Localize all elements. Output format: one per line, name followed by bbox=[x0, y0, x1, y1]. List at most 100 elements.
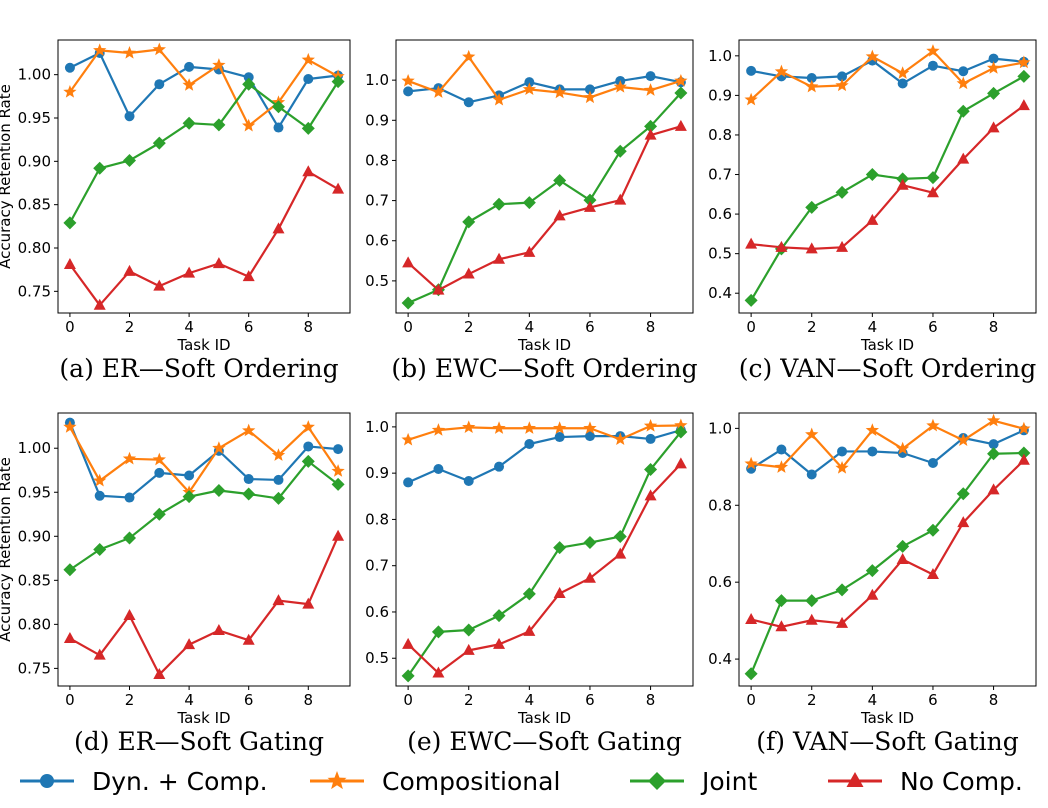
data-point bbox=[776, 444, 787, 455]
data-point bbox=[492, 421, 506, 434]
y-tick-label: 1.0 bbox=[708, 47, 732, 65]
data-point bbox=[272, 594, 285, 606]
data-point bbox=[927, 457, 938, 468]
x-axis-label: Task ID bbox=[176, 336, 230, 354]
axes-frame bbox=[57, 412, 351, 687]
y-tick-label: 1.0 bbox=[365, 71, 389, 89]
data-point bbox=[926, 418, 940, 432]
data-point bbox=[331, 75, 345, 89]
data-point bbox=[93, 43, 107, 57]
series-line bbox=[750, 451, 1024, 675]
y-tick-label: 0.90 bbox=[18, 527, 51, 545]
data-point bbox=[584, 431, 595, 442]
data-point bbox=[493, 637, 506, 649]
series-line bbox=[407, 125, 682, 292]
data-point bbox=[432, 666, 445, 678]
data-point bbox=[63, 631, 76, 643]
data-point bbox=[553, 85, 567, 99]
data-point bbox=[462, 420, 476, 434]
data-point bbox=[926, 567, 939, 579]
data-point bbox=[744, 293, 758, 307]
y-tick-label: 1.0 bbox=[365, 418, 389, 436]
data-point bbox=[613, 144, 627, 158]
data-point bbox=[926, 186, 939, 198]
data-point bbox=[522, 196, 536, 210]
y-tick-label: 0.4 bbox=[708, 284, 732, 302]
data-point bbox=[987, 86, 1001, 100]
data-point bbox=[302, 165, 315, 177]
x-axis-label: Task ID bbox=[517, 709, 571, 727]
data-point bbox=[212, 118, 226, 132]
series-no-comp bbox=[745, 99, 1030, 254]
data-point bbox=[745, 237, 758, 249]
data-point bbox=[212, 483, 226, 497]
data-point bbox=[463, 97, 474, 108]
data-point bbox=[644, 489, 657, 501]
data-point bbox=[462, 49, 476, 63]
panel-caption: (c) VAN—Soft Ordering bbox=[739, 354, 1036, 383]
data-point bbox=[242, 77, 256, 91]
data-point bbox=[1017, 421, 1031, 435]
data-point bbox=[583, 90, 597, 104]
y-tick-label: 0.75 bbox=[18, 282, 51, 300]
data-point bbox=[153, 668, 166, 680]
data-point bbox=[926, 523, 940, 537]
data-point bbox=[403, 477, 414, 488]
data-point bbox=[896, 539, 910, 553]
x-tick-label: 2 bbox=[464, 691, 474, 709]
data-point bbox=[988, 53, 999, 64]
data-point bbox=[183, 266, 196, 278]
data-point bbox=[775, 240, 788, 252]
axes-frame bbox=[395, 39, 694, 314]
data-point bbox=[674, 457, 687, 469]
y-tick-label: 0.95 bbox=[18, 109, 51, 127]
data-point bbox=[273, 474, 284, 485]
x-tick-label: 8 bbox=[989, 691, 999, 709]
series-line bbox=[68, 422, 339, 499]
data-point bbox=[583, 536, 597, 550]
x-tick-label: 8 bbox=[304, 691, 314, 709]
series-compositional bbox=[401, 418, 688, 446]
panel-caption: (a) ER—Soft Ordering bbox=[59, 354, 338, 383]
y-tick-label: 0.7 bbox=[365, 192, 389, 210]
data-point bbox=[184, 470, 195, 481]
x-tick-label: 2 bbox=[125, 318, 135, 336]
data-point bbox=[897, 78, 908, 89]
data-point bbox=[553, 541, 567, 555]
series-line bbox=[407, 431, 682, 677]
data-point bbox=[836, 240, 849, 252]
data-point bbox=[124, 492, 135, 503]
data-point bbox=[123, 531, 137, 545]
data-point bbox=[744, 92, 758, 106]
series-line bbox=[408, 75, 682, 104]
data-point bbox=[775, 620, 788, 632]
data-point bbox=[584, 84, 595, 95]
x-axis-label: Task ID bbox=[517, 336, 571, 354]
data-point bbox=[152, 507, 166, 521]
data-point bbox=[431, 85, 446, 98]
data-point bbox=[674, 418, 688, 432]
data-point bbox=[462, 215, 476, 229]
y-tick-label: 0.80 bbox=[18, 615, 51, 633]
data-point bbox=[301, 420, 315, 433]
data-point bbox=[926, 171, 940, 185]
x-tick-label: 4 bbox=[184, 318, 194, 336]
data-point bbox=[956, 433, 970, 446]
series-line bbox=[407, 463, 682, 675]
data-point bbox=[401, 669, 415, 683]
data-point bbox=[523, 624, 536, 636]
data-point bbox=[303, 441, 314, 452]
y-axis-label: Accuracy Retention Rate bbox=[0, 457, 14, 642]
y-tick-label: 0.9 bbox=[708, 86, 732, 104]
legend-item: Joint bbox=[630, 767, 757, 796]
x-tick-label: 8 bbox=[304, 318, 314, 336]
y-tick-label: 0.85 bbox=[18, 196, 51, 214]
data-point bbox=[866, 213, 879, 225]
data-point bbox=[123, 609, 136, 621]
data-point bbox=[806, 72, 817, 83]
data-point bbox=[806, 469, 817, 480]
data-point bbox=[805, 242, 818, 254]
series-dyn-comp bbox=[403, 425, 686, 488]
data-point bbox=[212, 257, 225, 269]
